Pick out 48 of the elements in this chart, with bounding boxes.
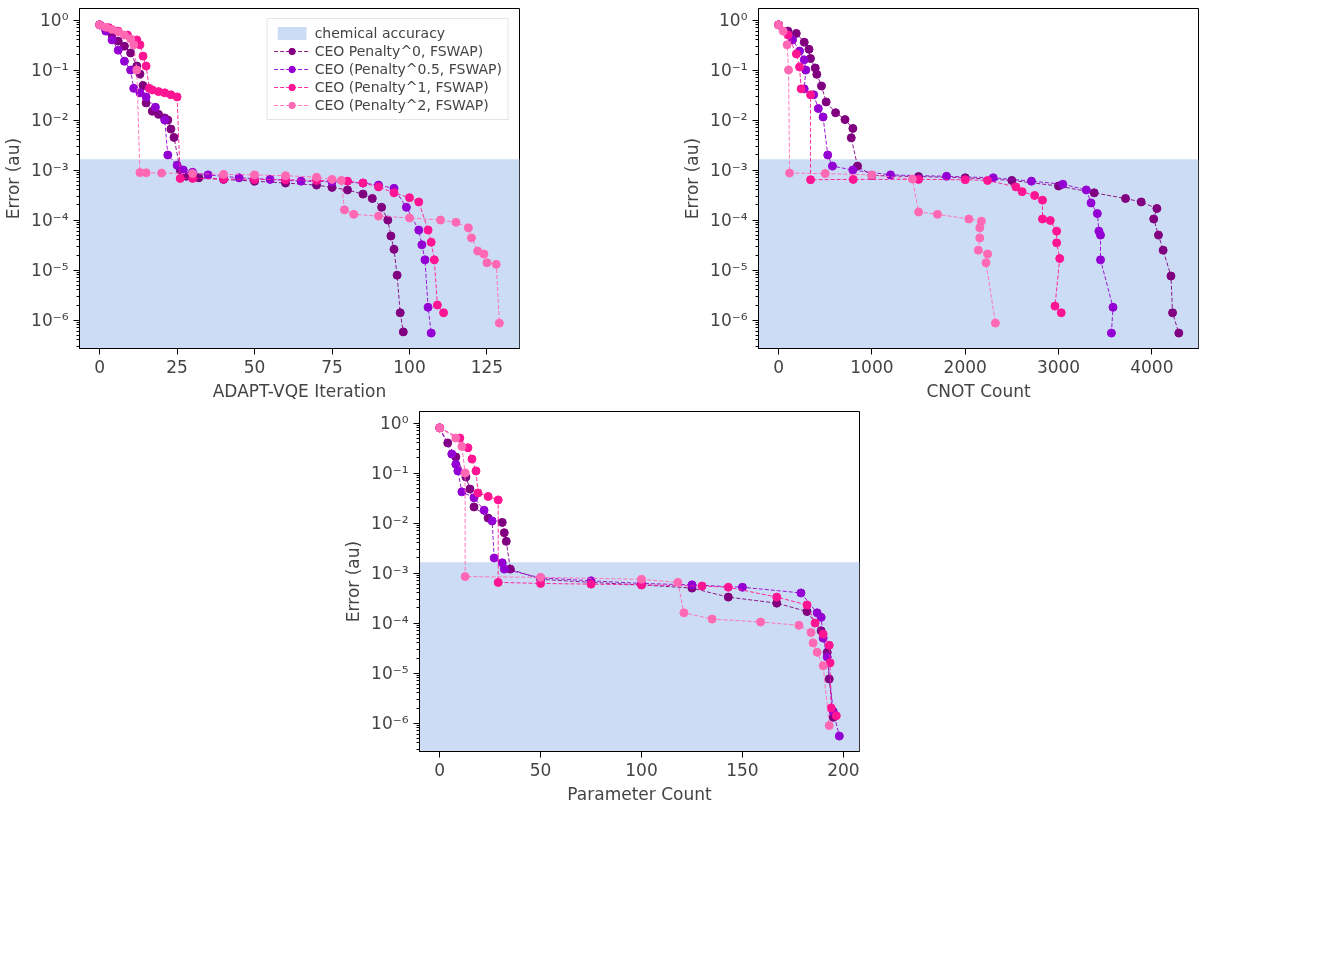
y-tick-label: 10⁻⁶ [31, 310, 69, 331]
y-tick-label: 10⁻⁴ [371, 613, 409, 634]
y-tick-label: 10⁻¹ [371, 463, 409, 484]
legend-label: CEO (Penalty^1, FSWAP) [314, 79, 489, 95]
legend-label: CEO Penalty^0, FSWAP) [314, 43, 484, 59]
y-tick-label: 10⁻⁶ [371, 713, 409, 734]
x-tick-label: 25 [166, 356, 188, 377]
y-tick-label: 10⁻⁵ [371, 663, 409, 684]
y-tick-label: 10⁻⁴ [710, 210, 748, 231]
x-tick-label: 1000 [850, 356, 894, 377]
x-tick-label: 50 [529, 759, 552, 780]
x-tick-label: 100 [393, 356, 426, 377]
x-tick-label: 125 [470, 356, 504, 377]
y-tick-label: 10⁻² [371, 513, 409, 534]
y-tick-label: 10⁰ [40, 10, 69, 31]
y-tick-label: 10⁰ [380, 413, 409, 434]
x-tick-label: 0 [773, 356, 784, 377]
legend-label: CEO (Penalty^2, FSWAP) [314, 97, 489, 113]
y-axis-title: Error (au) [3, 137, 24, 220]
x-axis-title: CNOT Count [926, 380, 1031, 401]
x-axis-title: Parameter Count [567, 783, 712, 804]
x-tick-label: 100 [625, 759, 658, 780]
x-tick-label: 75 [321, 356, 343, 377]
y-tick-label: 10⁻² [31, 110, 69, 131]
x-tick-label: 2000 [943, 356, 987, 377]
y-tick-label: 10⁻⁵ [31, 260, 69, 281]
y-axis-title: Error (au) [682, 137, 703, 220]
y-tick-label: 10⁻³ [371, 563, 409, 584]
y-tick-label: 10⁻³ [710, 160, 748, 181]
x-tick-label: 50 [243, 356, 266, 377]
y-tick-label: 10⁻³ [31, 160, 69, 181]
x-tick-label: 3000 [1036, 356, 1081, 377]
y-tick-label: 10⁻¹ [31, 60, 69, 81]
x-tick-label: 0 [434, 759, 446, 780]
x-tick-label: 150 [726, 759, 759, 780]
y-tick-label: 10⁻⁵ [710, 260, 748, 281]
legend-label: chemical accuracy [314, 25, 446, 41]
x-tick-label: 0 [94, 356, 106, 377]
y-tick-label: 10⁻⁴ [31, 210, 69, 231]
y-tick-label: 10⁻² [710, 110, 748, 131]
y-tick-label: 10⁻⁶ [710, 310, 748, 331]
y-tick-label: 10⁰ [719, 10, 748, 31]
y-axis-title: Error (au) [343, 540, 364, 623]
x-tick-label: 4000 [1130, 356, 1174, 377]
y-tick-label: 10⁻¹ [710, 60, 748, 81]
x-tick-label: 200 [827, 759, 860, 780]
legend-label: CEO (Penalty^0.5, FSWAP) [314, 61, 502, 77]
x-axis-title: ADAPT-VQE Iteration [212, 380, 387, 401]
